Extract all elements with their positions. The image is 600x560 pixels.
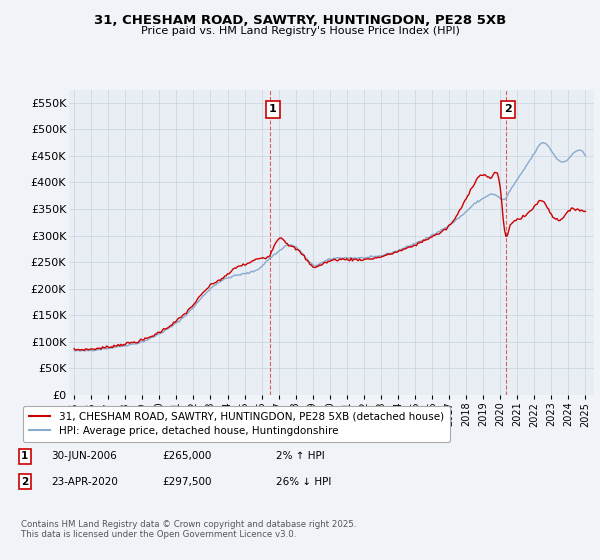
Text: £265,000: £265,000 — [162, 451, 211, 461]
Legend: 31, CHESHAM ROAD, SAWTRY, HUNTINGDON, PE28 5XB (detached house), HPI: Average pr: 31, CHESHAM ROAD, SAWTRY, HUNTINGDON, PE… — [23, 405, 450, 442]
Text: Contains HM Land Registry data © Crown copyright and database right 2025.
This d: Contains HM Land Registry data © Crown c… — [21, 520, 356, 539]
Text: £297,500: £297,500 — [162, 477, 212, 487]
Text: 1: 1 — [269, 104, 277, 114]
Text: 23-APR-2020: 23-APR-2020 — [51, 477, 118, 487]
Text: 30-JUN-2006: 30-JUN-2006 — [51, 451, 117, 461]
Text: 31, CHESHAM ROAD, SAWTRY, HUNTINGDON, PE28 5XB: 31, CHESHAM ROAD, SAWTRY, HUNTINGDON, PE… — [94, 14, 506, 27]
Text: Price paid vs. HM Land Registry's House Price Index (HPI): Price paid vs. HM Land Registry's House … — [140, 26, 460, 36]
Text: 1: 1 — [21, 451, 28, 461]
Text: 2% ↑ HPI: 2% ↑ HPI — [276, 451, 325, 461]
Text: 2: 2 — [21, 477, 28, 487]
Text: 2: 2 — [505, 104, 512, 114]
Text: 26% ↓ HPI: 26% ↓ HPI — [276, 477, 331, 487]
